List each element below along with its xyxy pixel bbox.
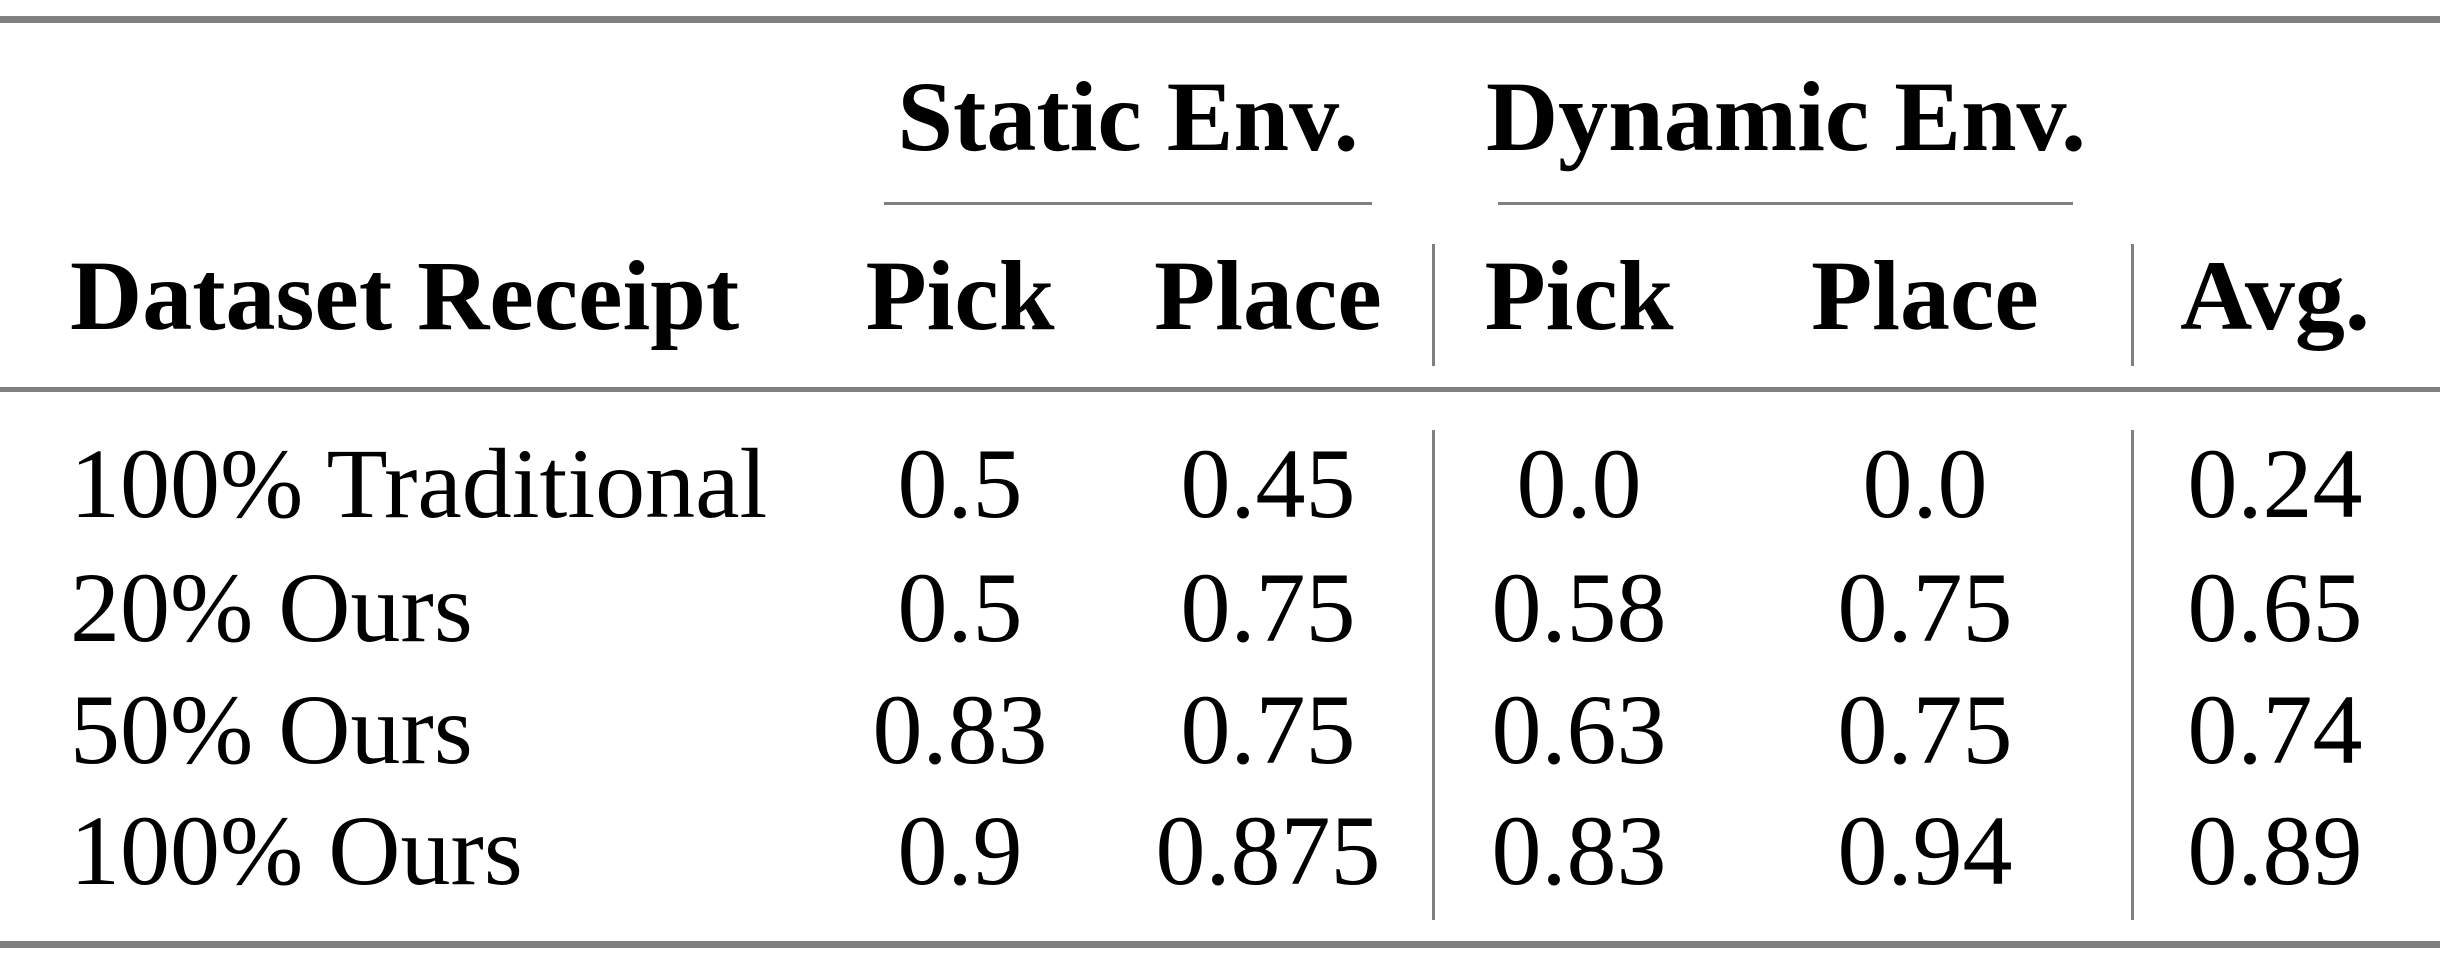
group-header-dynamic: Dynamic Env. [1485,61,2087,172]
group-header-static: Static Env. [897,61,1359,172]
cell-static-pick: 0.5 [897,428,1023,539]
cell-dynamic-place: 0.0 [1862,428,1988,539]
vline-2-body [2131,430,2134,920]
cell-static-place: 0.875 [1155,795,1381,906]
cell-static-place: 0.45 [1180,428,1356,539]
cell-dynamic-pick: 0.58 [1491,552,1667,663]
column-header-dynamic-place: Place [1811,240,2039,351]
cell-dynamic-place: 0.75 [1837,674,2013,785]
column-header-dynamic-pick: Pick [1484,240,1674,351]
cell-dataset: 50% Ours [70,674,473,785]
cell-avg: 0.24 [2187,428,2363,539]
top-rule [0,16,2440,23]
cell-dynamic-pick: 0.0 [1516,428,1642,539]
vline-1-body [1432,430,1435,920]
cmidrule-static [884,202,1372,205]
vline-2-header [2131,244,2134,366]
cell-static-pick: 0.5 [897,552,1023,663]
cell-dynamic-pick: 0.63 [1491,674,1667,785]
cell-static-place: 0.75 [1180,674,1356,785]
midrule [0,387,2440,392]
cell-dynamic-place: 0.94 [1837,795,2013,906]
cell-dynamic-place: 0.75 [1837,552,2013,663]
column-header-dataset: Dataset Receipt [70,240,740,351]
cmidrule-dynamic [1498,202,2073,205]
cell-static-place: 0.75 [1180,552,1356,663]
cell-avg: 0.65 [2187,552,2363,663]
column-header-static-place: Place [1154,240,1382,351]
cell-dataset: 100% Traditional [70,428,768,539]
column-header-static-pick: Pick [865,240,1055,351]
cell-avg: 0.74 [2187,674,2363,785]
cell-dataset: 20% Ours [70,552,473,663]
cell-dataset: 100% Ours [70,795,523,906]
bottom-rule [0,941,2440,948]
cell-static-pick: 0.9 [897,795,1023,906]
vline-1-header [1432,244,1435,366]
cell-static-pick: 0.83 [872,674,1048,785]
column-header-avg: Avg. [2180,240,2370,351]
cell-dynamic-pick: 0.83 [1491,795,1667,906]
cell-avg: 0.89 [2187,795,2363,906]
